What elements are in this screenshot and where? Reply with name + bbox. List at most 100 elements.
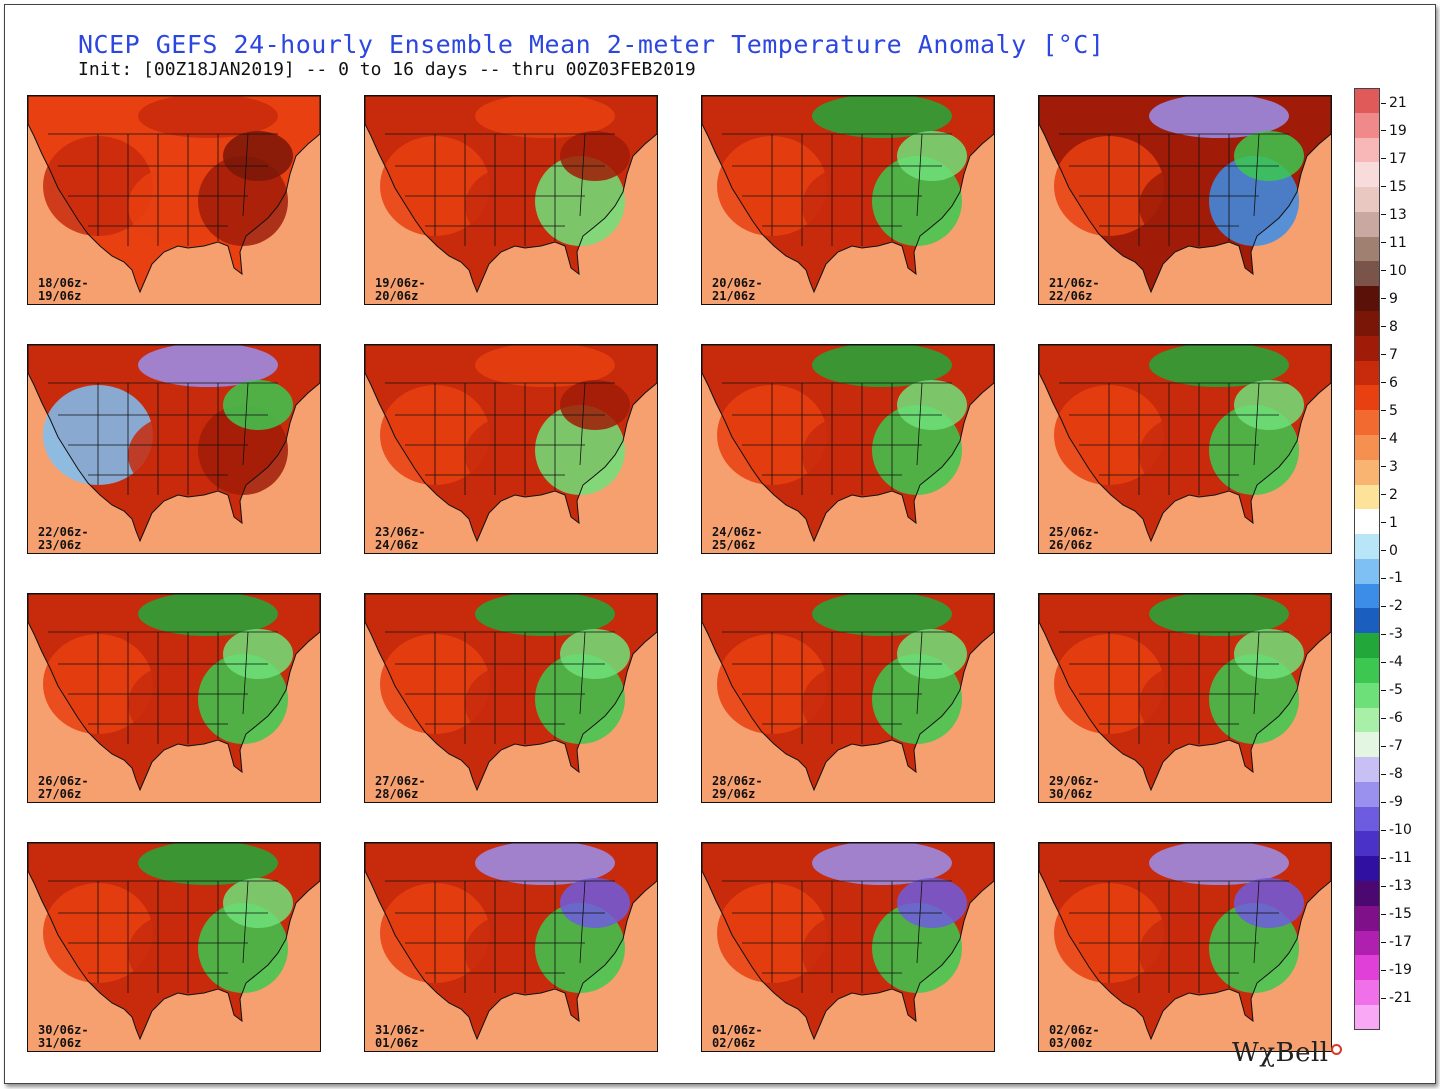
state-borders bbox=[1059, 880, 1289, 993]
anomaly-region bbox=[1234, 878, 1304, 928]
map-panel: 27/06z- 28/06z bbox=[364, 593, 658, 803]
state-borders bbox=[1059, 631, 1289, 744]
state-borders bbox=[48, 880, 278, 993]
panel-end-time: 27/06z bbox=[38, 787, 82, 801]
panel-time-label: 29/06z- 30/06z bbox=[1049, 775, 1100, 801]
panel-end-time: 24/06z bbox=[375, 538, 419, 552]
anomaly-region bbox=[897, 380, 967, 430]
anomaly-map bbox=[702, 96, 994, 304]
map-panel: 28/06z- 29/06z bbox=[701, 593, 995, 803]
anomaly-region bbox=[475, 594, 615, 636]
coastline bbox=[28, 843, 320, 1041]
anomaly-region bbox=[138, 96, 278, 138]
panel-time-label: 20/06z- 21/06z bbox=[712, 277, 763, 303]
anomaly-region bbox=[560, 380, 630, 430]
state-borders bbox=[385, 880, 615, 993]
anomaly-region bbox=[812, 594, 952, 636]
panel-start-time: 18/06z- bbox=[38, 276, 89, 290]
colorbar-swatch bbox=[1354, 335, 1380, 361]
anomaly-region bbox=[223, 131, 293, 181]
colorbar-swatch bbox=[1354, 930, 1380, 956]
anomaly-region bbox=[560, 131, 630, 181]
anomaly-region bbox=[138, 345, 278, 387]
colorbar bbox=[1354, 88, 1380, 1030]
colorbar-swatch bbox=[1354, 261, 1380, 287]
anomaly-region bbox=[812, 345, 952, 387]
colorbar-tick-label: -17 bbox=[1381, 934, 1412, 950]
panel-end-time: 01/06z bbox=[375, 1036, 419, 1050]
coastline bbox=[365, 96, 657, 294]
panel-end-time: 21/06z bbox=[712, 289, 756, 303]
colorbar-tick-label: -13 bbox=[1381, 878, 1412, 894]
anomaly-map bbox=[365, 96, 657, 304]
colorbar-swatch bbox=[1354, 360, 1380, 386]
colorbar-swatch bbox=[1354, 955, 1380, 981]
state-borders bbox=[1059, 382, 1289, 495]
colorbar-swatch bbox=[1354, 757, 1380, 782]
map-panel: 29/06z- 30/06z bbox=[1038, 593, 1332, 803]
panel-start-time: 22/06z- bbox=[38, 525, 89, 539]
state-borders bbox=[722, 631, 952, 744]
colorbar-tick-label: 13 bbox=[1381, 207, 1407, 223]
panel-time-label: 25/06z- 26/06z bbox=[1049, 526, 1100, 552]
panel-time-label: 01/06z- 02/06z bbox=[712, 1024, 763, 1050]
colorbar-tick-label: -7 bbox=[1381, 738, 1403, 754]
map-title: NCEP GEFS 24-hourly Ensemble Mean 2-mete… bbox=[78, 30, 1105, 59]
colorbar-swatch bbox=[1354, 410, 1380, 435]
anomaly-map bbox=[28, 345, 320, 553]
colorbar-swatch bbox=[1354, 484, 1380, 510]
panel-start-time: 24/06z- bbox=[712, 525, 763, 539]
map-panel: 20/06z- 21/06z bbox=[701, 95, 995, 305]
anomaly-region bbox=[1149, 843, 1289, 885]
anomaly-region bbox=[560, 878, 630, 928]
colorbar-tick-label: -21 bbox=[1381, 990, 1412, 1006]
panel-time-label: 02/06z- 03/00z bbox=[1049, 1024, 1100, 1050]
colorbar-tick-label: -10 bbox=[1381, 822, 1412, 838]
colorbar-tick-label: -15 bbox=[1381, 906, 1412, 922]
anomaly-region bbox=[1149, 594, 1289, 636]
panel-start-time: 26/06z- bbox=[38, 774, 89, 788]
panel-start-time: 28/06z- bbox=[712, 774, 763, 788]
colorbar-swatch bbox=[1354, 311, 1380, 336]
anomaly-region bbox=[560, 629, 630, 679]
anomaly-map bbox=[28, 594, 320, 802]
colorbar-swatch bbox=[1354, 509, 1380, 535]
coastline bbox=[702, 843, 994, 1041]
colorbar-swatch bbox=[1354, 905, 1380, 931]
colorbar-swatch bbox=[1354, 608, 1380, 634]
colorbar-tick-label: -8 bbox=[1381, 766, 1403, 782]
coastline bbox=[702, 594, 994, 792]
colorbar-tick-label: -6 bbox=[1381, 710, 1403, 726]
colorbar-tick-label: 2 bbox=[1381, 487, 1398, 503]
anomaly-region bbox=[223, 629, 293, 679]
map-panel: 26/06z- 27/06z bbox=[27, 593, 321, 803]
anomaly-region bbox=[475, 843, 615, 885]
colorbar-swatch bbox=[1354, 682, 1380, 708]
colorbar-swatch bbox=[1354, 558, 1380, 584]
colorbar-tick-label: -5 bbox=[1381, 682, 1403, 698]
anomaly-map bbox=[1039, 345, 1331, 553]
map-panel: 19/06z- 20/06z bbox=[364, 95, 658, 305]
colorbar-tick-label: -2 bbox=[1381, 598, 1403, 614]
map-panel: 18/06z- 19/06z bbox=[27, 95, 321, 305]
anomaly-map bbox=[702, 594, 994, 802]
map-panel: 24/06z- 25/06z bbox=[701, 344, 995, 554]
colorbar-swatch bbox=[1354, 1004, 1380, 1030]
map-panel: 22/06z- 23/06z bbox=[27, 344, 321, 554]
panel-start-time: 02/06z- bbox=[1049, 1023, 1100, 1037]
colorbar-tick-label: 11 bbox=[1381, 235, 1407, 251]
panel-end-time: 28/06z bbox=[375, 787, 419, 801]
anomaly-region bbox=[1149, 96, 1289, 138]
panel-start-time: 19/06z- bbox=[375, 276, 426, 290]
wxbell-logo: WχBell bbox=[1232, 1038, 1329, 1068]
anomaly-region bbox=[138, 843, 278, 885]
colorbar-swatch bbox=[1354, 633, 1380, 658]
coastline bbox=[28, 345, 320, 543]
colorbar-tick-label: 6 bbox=[1381, 375, 1398, 391]
panel-start-time: 20/06z- bbox=[712, 276, 763, 290]
colorbar-tick-label: -11 bbox=[1381, 850, 1412, 866]
colorbar-tick-label: 0 bbox=[1381, 543, 1398, 559]
panel-time-label: 22/06z- 23/06z bbox=[38, 526, 89, 552]
colorbar-tick-label: 5 bbox=[1381, 403, 1398, 419]
coastline bbox=[702, 96, 994, 294]
